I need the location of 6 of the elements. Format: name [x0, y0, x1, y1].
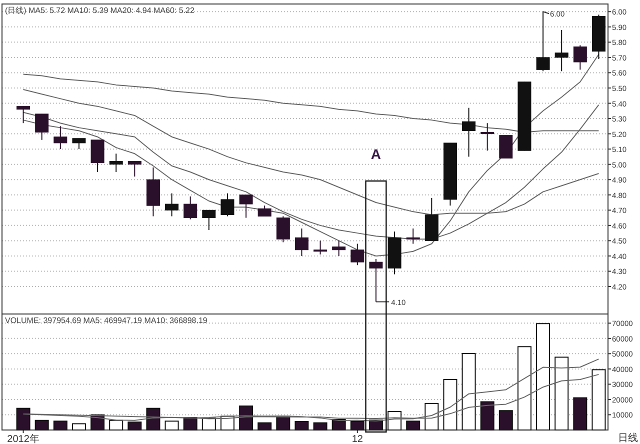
text: 日线: [618, 432, 638, 444]
x-tick-label: 2012年: [7, 433, 40, 444]
chart-title: (日线) MA5: 5.72 MA10: 5.39 MA20: 4.94 MA60: 5.22: [5, 6, 195, 15]
annotation: A: [370, 146, 382, 162]
x-tick-label: 12: [352, 434, 364, 444]
chart-title: VOLUME: 397954.69 MA5: 469947.19 MA10: 366898.19: [5, 316, 208, 325]
